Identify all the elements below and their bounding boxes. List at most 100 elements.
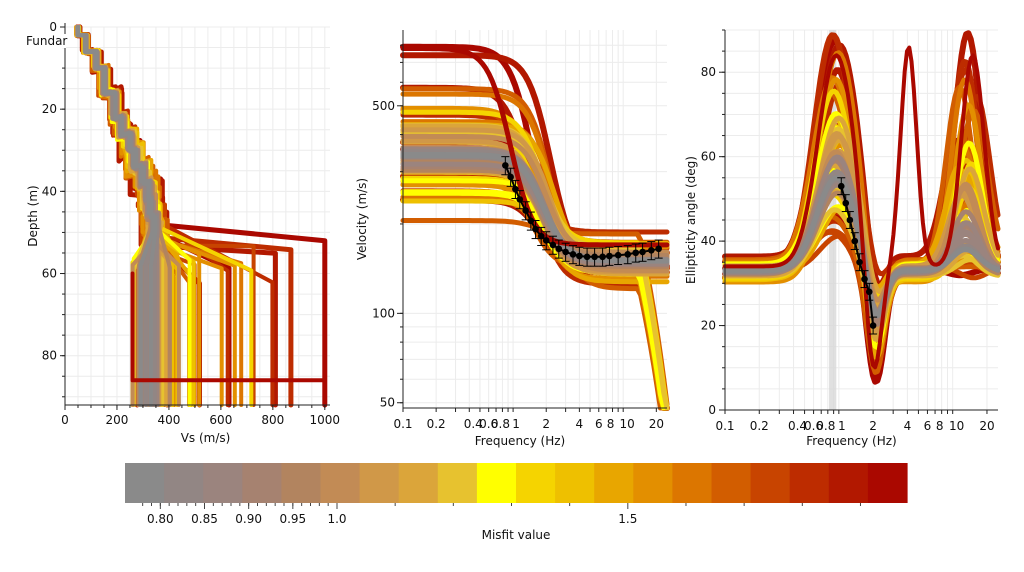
target-point (507, 173, 514, 181)
target-point (842, 199, 850, 207)
colorbar-swatch (320, 463, 361, 503)
x-tick-label: 0.8 (491, 417, 510, 431)
y-tick-label: 0 (49, 20, 57, 34)
x-tick-label: 0.1 (715, 419, 734, 433)
colorbar-tick-label: 1.5 (618, 512, 637, 526)
y-tick-label: 500 (372, 99, 395, 113)
fundamental-mode-label: Fundar (26, 34, 67, 48)
dispersion-ensemble (400, 43, 670, 411)
vs-depth-panel: 0 200 400 600 800 1000 0 20 40 60 80 Vs (m/s) Depth … (22, 20, 340, 445)
target-point (632, 249, 640, 257)
misfit-colorbar: 0.80 0.85 0.90 0.95 1.0 1.5 Misfit value (125, 463, 908, 542)
colorbar-swatch (750, 463, 791, 503)
colorbar-swatch (594, 463, 634, 503)
y-tick-label: 50 (380, 396, 395, 410)
x-tick-label: 400 (157, 413, 180, 427)
x-tick-label: 1 (838, 419, 846, 433)
x-tick-label: 0.6 (479, 417, 498, 431)
colorbar-tick-label: 0.80 (147, 512, 174, 526)
colorbar-swatch (672, 463, 713, 503)
y-tick-label: 80 (701, 65, 716, 79)
y-tick-label: 40 (42, 184, 57, 198)
dispersion-panel: 0.1 0.2 0.40.60.8 1 2 4 6 8 10 20 50 100 500 Frequenc… (355, 30, 670, 448)
x-tick-label: 0 (61, 413, 69, 427)
target-point (542, 237, 550, 244)
target-point (851, 237, 859, 245)
x-tick-label: 800 (261, 413, 284, 427)
x-axis-label: Vs (m/s) (181, 431, 231, 445)
target-point (861, 275, 868, 283)
x-tick-label: 1000 (310, 413, 341, 427)
colorbar-swatch (242, 463, 282, 503)
target-point (655, 245, 662, 253)
target-point (639, 248, 646, 256)
target-point (576, 252, 583, 260)
x-axis-label: Frequency (Hz) (806, 434, 897, 448)
x-tick-label: 6 (924, 419, 932, 433)
target-point (591, 253, 598, 261)
y-tick-label: 40 (701, 234, 716, 248)
dispersion-curve (400, 46, 670, 248)
target-point (865, 288, 873, 296)
colorbar-swatch (164, 463, 204, 503)
colorbar-tick-label: 1.0 (327, 512, 346, 526)
colorbar-label: Misfit value (482, 528, 551, 542)
x-tick-label: 6 (595, 417, 603, 431)
x-tick-label: 0.6 (804, 419, 823, 433)
colorbar-swatch (476, 463, 517, 503)
x-tick-label: 2 (542, 417, 550, 431)
colorbar-swatch (789, 463, 830, 503)
target-point (512, 185, 519, 193)
colorbar-swatch (633, 463, 673, 503)
ellipticity-curve (723, 45, 1000, 370)
x-tick-label: 20 (649, 417, 664, 431)
y-tick-label: 60 (701, 150, 716, 164)
x-tick-label: 10 (949, 419, 964, 433)
colorbar-tick-label: 0.85 (191, 512, 218, 526)
x-tick-label: 0.4 (788, 419, 807, 433)
colorbar-swatch (203, 463, 243, 503)
target-point (532, 225, 539, 233)
colorbar-swatch (828, 463, 869, 503)
x-tick-label: 0.1 (393, 417, 412, 431)
x-tick-label: 200 (106, 413, 129, 427)
vs-profile-ensemble (74, 24, 328, 408)
annotation-bg (22, 34, 66, 48)
dispersion-curve (400, 133, 670, 255)
target-point (647, 247, 655, 254)
x-tick-label: 8 (607, 417, 615, 431)
target-point (606, 252, 613, 260)
vs-profile-curve (130, 271, 327, 407)
colorbar-swatch (125, 463, 165, 503)
colorbar-tick-label: 0.90 (235, 512, 262, 526)
target-point (569, 251, 577, 258)
target-point (624, 251, 632, 258)
target-dispersion (501, 156, 663, 267)
x-tick-label: 10 (620, 417, 635, 431)
x-tick-label: 4 (904, 419, 912, 433)
target-point (846, 216, 854, 224)
x-tick-label: 0.4 (464, 417, 483, 431)
target-point (549, 241, 557, 249)
x-tick-label: 20 (979, 419, 994, 433)
target-point (537, 232, 545, 240)
target-point (555, 245, 563, 253)
x-tick-label: 2 (869, 419, 877, 433)
x-tick-label: 1 (512, 417, 520, 431)
y-tick-label: 60 (42, 267, 57, 281)
vs-profile-curve (75, 25, 156, 407)
x-tick-label: 0.2 (750, 419, 769, 433)
y-tick-label: 20 (42, 102, 57, 116)
x-tick-label: 8 (936, 419, 944, 433)
target-point (516, 196, 524, 203)
target-ellipticity (837, 177, 878, 335)
colorbar-swatch (437, 463, 478, 503)
y-tick-label: 80 (42, 349, 57, 363)
target-point (562, 248, 569, 256)
x-axis-label: Frequency (Hz) (475, 434, 566, 448)
x-tick-label: 0.2 (427, 417, 446, 431)
y-tick-label: 0 (708, 403, 716, 417)
x-tick-label: 4 (576, 417, 584, 431)
ellipticity-ensemble (722, 30, 1001, 385)
y-tick-label: 20 (701, 319, 716, 333)
